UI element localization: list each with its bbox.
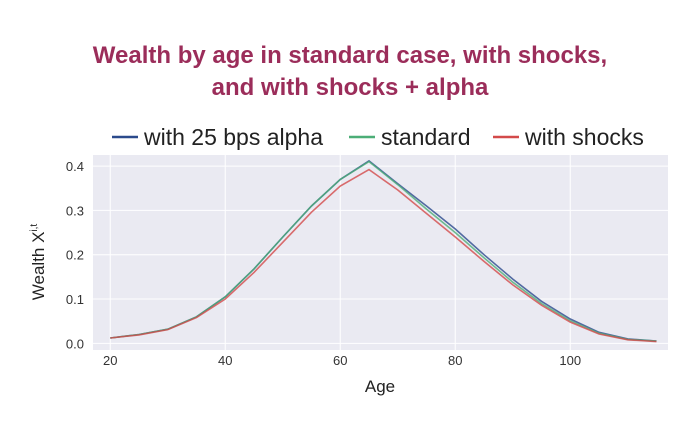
legend-label-2: with shocks — [524, 124, 644, 150]
chart-title-line-1: Wealth by age in standard case, with sho… — [93, 42, 607, 69]
legend-label-1: standard — [381, 124, 471, 150]
y-tick-label-0: 0.0 — [66, 336, 84, 351]
x-tick-label-80: 80 — [448, 353, 462, 368]
grid-lines — [93, 155, 668, 350]
legend: with 25 bps alpha standard with shocks — [112, 124, 644, 150]
x-axis-label: Age — [365, 377, 395, 396]
chart-title-line-2: and with shocks + alpha — [212, 74, 489, 101]
y-tick-label-1: 0.1 — [66, 292, 84, 307]
x-tick-label-60: 60 — [333, 353, 347, 368]
y-tick-label-3: 0.3 — [66, 203, 84, 218]
plot-area — [93, 155, 668, 350]
x-tick-label-40: 40 — [218, 353, 232, 368]
y-axis-label-main: Wealth X — [29, 232, 48, 301]
x-tick-label-100: 100 — [559, 353, 581, 368]
y-axis-label-superscript: i,t — [29, 224, 40, 232]
series-line-1 — [110, 160, 657, 342]
x-tick-label-20: 20 — [103, 353, 117, 368]
series-line-2 — [110, 168, 657, 343]
legend-label-0: with 25 bps alpha — [143, 124, 323, 150]
y-tick-label-2: 0.2 — [66, 248, 84, 263]
series-lines — [110, 159, 657, 343]
y-axis-label: Wealth Xi,t — [29, 224, 48, 301]
y-tick-label-4: 0.4 — [66, 159, 84, 174]
axis-ticks: 20 40 60 80 100 0.0 0.1 0.2 0.3 0.4 — [66, 159, 581, 368]
